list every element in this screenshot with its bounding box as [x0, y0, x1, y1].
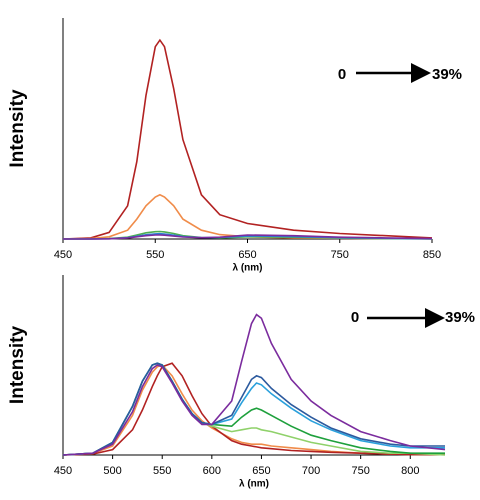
x-tick-label: 600: [203, 465, 221, 477]
x-tick-label: 450: [54, 465, 72, 477]
x-tick-label: 650: [252, 465, 270, 477]
x-tick-label: 450: [54, 249, 72, 261]
data-line: [62, 362, 446, 456]
x-tick-label: 650: [238, 249, 256, 261]
data-line: [62, 38, 433, 240]
y-axis-label: Intensity: [7, 89, 28, 168]
x-tick-label: 550: [153, 465, 171, 477]
x-tick-label: 550: [146, 249, 164, 261]
x-tick-label: 700: [302, 465, 320, 477]
annotation: 0: [351, 309, 359, 326]
x-tick-label: 800: [401, 465, 419, 477]
data-line: [62, 313, 446, 456]
y-axis-label: Intensity: [7, 326, 28, 405]
x-tick-label: 750: [351, 465, 369, 477]
x-axis-label: λ (nm): [239, 479, 269, 490]
x-tick-label: 850: [423, 249, 441, 261]
annotation: 39%: [445, 309, 475, 326]
x-tick-label: 750: [331, 249, 349, 261]
data-line: [63, 234, 433, 240]
x-axis-label: λ (nm): [233, 263, 263, 274]
annotation: 0: [338, 66, 346, 83]
data-line: [62, 193, 433, 240]
x-tick-label: 500: [103, 465, 121, 477]
annotation: 39%: [432, 66, 462, 83]
data-line: [62, 362, 445, 456]
